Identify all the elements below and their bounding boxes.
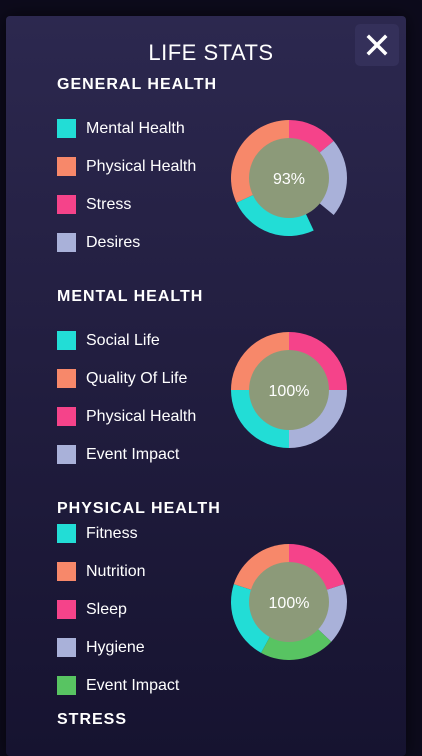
legend-swatch <box>57 119 76 138</box>
legend-item: Physical Health <box>57 407 196 426</box>
donut-chart-general-health: 93% <box>231 120 347 236</box>
legend-swatch <box>57 331 76 350</box>
legend-item: Social Life <box>57 331 160 350</box>
section-title-mental-health: MENTAL HEALTH <box>57 288 204 305</box>
legend-swatch <box>57 676 76 695</box>
close-icon <box>366 34 388 56</box>
legend-item: Physical Health <box>57 157 196 176</box>
donut-center <box>249 562 329 642</box>
legend-swatch <box>57 524 76 543</box>
legend-label: Social Life <box>86 331 160 349</box>
legend-swatch <box>57 157 76 176</box>
legend-item: Desires <box>57 233 140 252</box>
dialog-title: LIFE STATS <box>148 40 274 65</box>
legend-label: Physical Health <box>86 157 197 175</box>
close-button[interactable] <box>355 24 399 66</box>
donut-center-label: 100% <box>269 383 310 400</box>
legend-swatch <box>57 638 76 657</box>
legend-swatch <box>57 233 76 252</box>
legend-item: Nutrition <box>57 562 146 581</box>
legend-label: Event Impact <box>86 676 180 694</box>
donut-center-label: 100% <box>269 595 310 612</box>
legend-item: Event Impact <box>57 676 179 695</box>
legend-swatch <box>57 445 76 464</box>
legend-item: Event Impact <box>57 445 179 464</box>
legend-label: Desires <box>86 233 141 251</box>
legend-item: Hygiene <box>57 638 145 657</box>
legend-label: Physical Health <box>86 407 197 425</box>
legend-label: Mental Health <box>86 119 185 137</box>
legend-swatch <box>57 407 76 426</box>
legend-label: Nutrition <box>86 562 146 580</box>
legend-label: Sleep <box>86 600 127 618</box>
donut-center <box>249 138 329 218</box>
section-title-physical-health: PHYSICAL HEALTH <box>57 500 221 517</box>
donut-chart-physical-health: 100% <box>231 544 347 660</box>
legend-label: Quality Of Life <box>86 369 188 387</box>
legend-item: Mental Health <box>57 119 185 138</box>
legend-swatch <box>57 369 76 388</box>
section-title-general-health: GENERAL HEALTH <box>57 76 218 93</box>
legend-item: Quality Of Life <box>57 369 187 388</box>
legend-swatch <box>57 562 76 581</box>
legend-label: Stress <box>86 195 132 213</box>
legend-label: Event Impact <box>86 445 180 463</box>
donut-chart-mental-health: 100% <box>231 332 347 448</box>
legend-swatch <box>57 195 76 214</box>
legend-swatch <box>57 600 76 619</box>
donut-center-label: 93% <box>273 171 305 188</box>
section-title-stress: STRESS <box>57 711 128 728</box>
legend-label: Hygiene <box>86 638 145 656</box>
legend-label: Fitness <box>86 524 138 542</box>
donut-center <box>249 350 329 430</box>
legend-item: Fitness <box>57 524 138 543</box>
legend-item: Stress <box>57 195 131 214</box>
legend-item: Sleep <box>57 600 127 619</box>
